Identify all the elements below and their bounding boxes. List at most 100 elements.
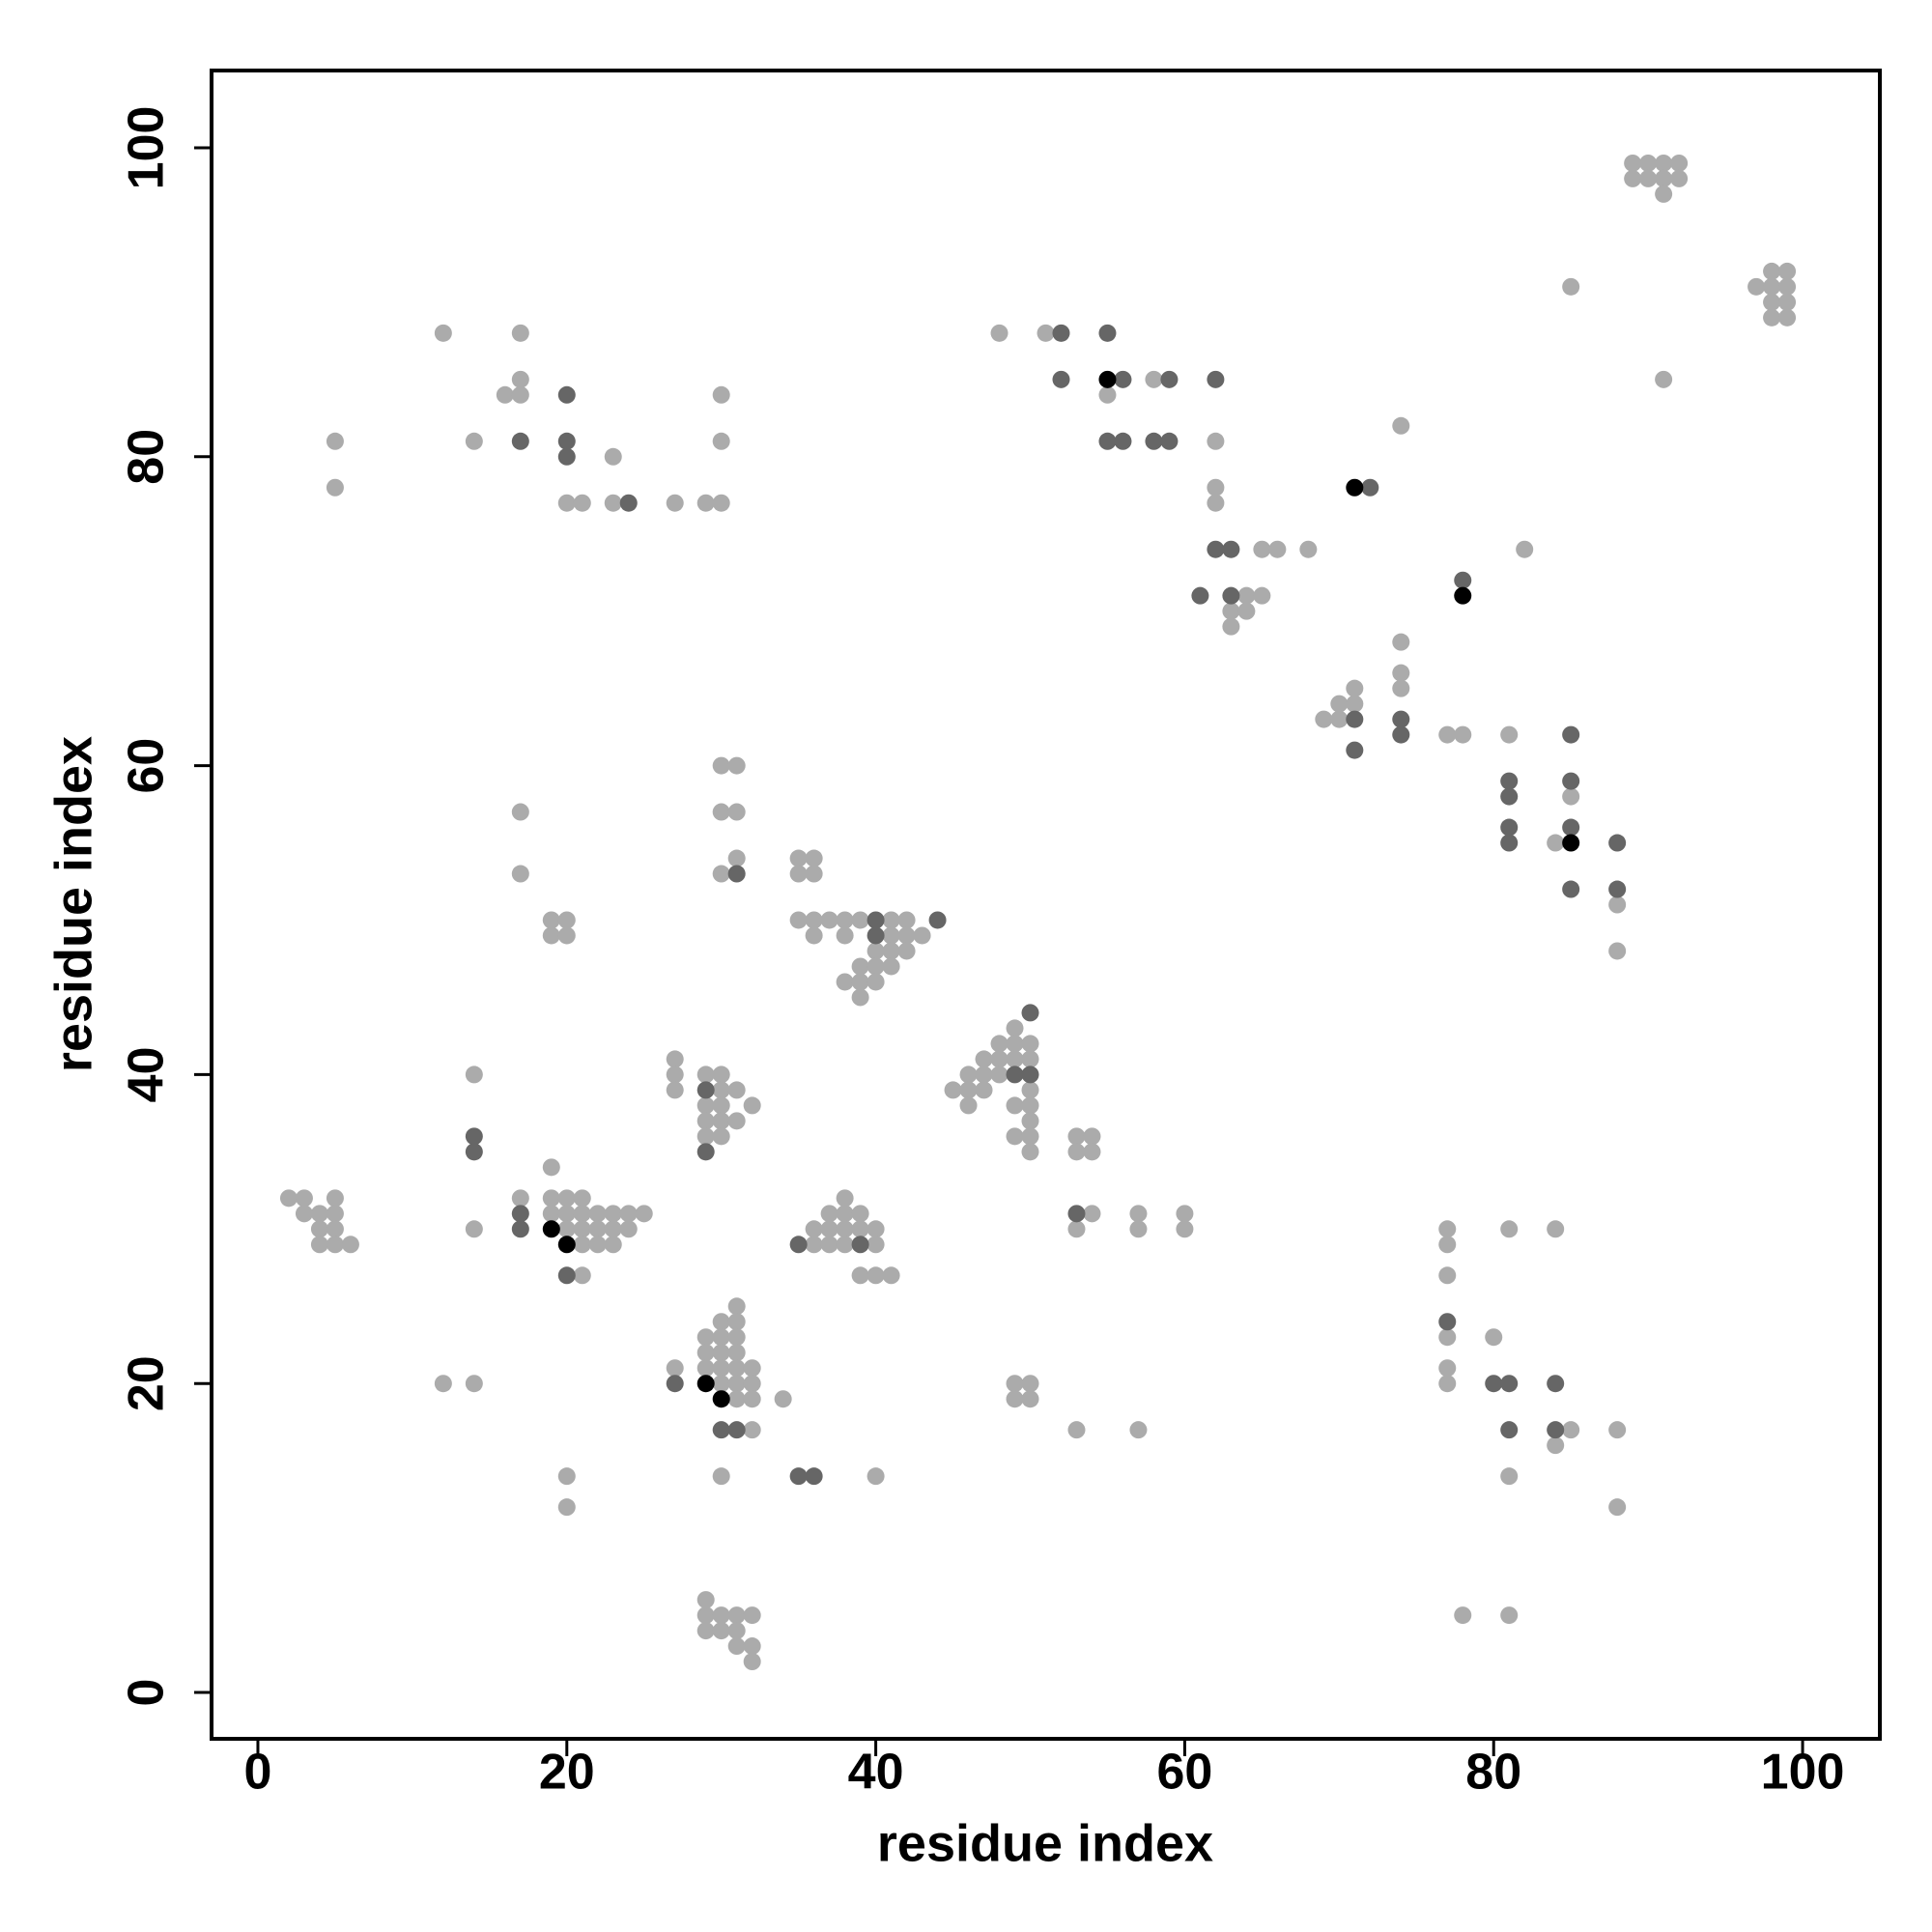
y-axis-title: residue index bbox=[44, 736, 102, 1072]
contact-point bbox=[696, 1096, 715, 1115]
contact-point bbox=[465, 1127, 483, 1146]
contact-point bbox=[1021, 1143, 1039, 1161]
contact-point bbox=[511, 1189, 529, 1208]
contact-point bbox=[1021, 1390, 1039, 1408]
contact-point bbox=[1222, 586, 1240, 605]
contact-point bbox=[712, 1081, 730, 1099]
contact-point bbox=[1624, 169, 1642, 187]
contact-point bbox=[897, 942, 916, 960]
contact-point bbox=[1639, 169, 1658, 187]
contact-point bbox=[1778, 262, 1797, 280]
contact-point bbox=[1438, 1359, 1457, 1378]
contact-point bbox=[882, 926, 900, 945]
contact-point bbox=[1083, 1205, 1101, 1223]
contact-point bbox=[1021, 1127, 1039, 1146]
contact-point bbox=[1098, 385, 1117, 404]
contact-point bbox=[696, 1591, 715, 1609]
y-tick-label: 20 bbox=[119, 1355, 175, 1411]
contact-point bbox=[1067, 1220, 1086, 1238]
contact-point bbox=[279, 1189, 298, 1208]
contact-point bbox=[1639, 154, 1658, 172]
contact-point bbox=[696, 1081, 715, 1099]
contact-point bbox=[1747, 277, 1766, 296]
contact-point bbox=[557, 385, 576, 404]
contact-point bbox=[851, 1266, 869, 1285]
contact-point bbox=[326, 478, 344, 497]
contact-point bbox=[326, 1189, 344, 1208]
contact-point bbox=[975, 1065, 993, 1084]
contact-point bbox=[1346, 741, 1364, 759]
contact-point bbox=[727, 1359, 746, 1378]
contact-point bbox=[557, 1236, 576, 1254]
contact-point bbox=[666, 494, 684, 512]
contact-point bbox=[696, 1375, 715, 1393]
contact-point bbox=[1608, 1421, 1627, 1439]
contact-point bbox=[712, 1313, 730, 1331]
y-tick-label: 60 bbox=[119, 738, 175, 794]
contact-point bbox=[867, 911, 885, 929]
contact-point bbox=[1608, 942, 1627, 960]
contact-point bbox=[1114, 370, 1132, 388]
contact-point bbox=[1037, 324, 1055, 342]
contact-point bbox=[1562, 277, 1580, 296]
contact-point bbox=[696, 1622, 715, 1640]
contact-point bbox=[573, 1236, 591, 1254]
contact-point bbox=[1207, 478, 1225, 497]
contact-point bbox=[1222, 617, 1240, 636]
contact-point bbox=[805, 1236, 823, 1254]
contact-point bbox=[326, 1205, 344, 1223]
contact-point bbox=[1052, 324, 1070, 342]
contact-point bbox=[975, 1081, 993, 1099]
contact-point bbox=[867, 1236, 885, 1254]
contact-point bbox=[326, 1236, 344, 1254]
contact-point bbox=[712, 1359, 730, 1378]
contact-point bbox=[1021, 1004, 1039, 1022]
contact-point bbox=[1114, 432, 1132, 450]
contact-point bbox=[1500, 818, 1519, 837]
contact-point bbox=[727, 1081, 746, 1099]
contact-point bbox=[1438, 1313, 1457, 1331]
contact-point bbox=[1129, 1205, 1148, 1223]
contact-point bbox=[1222, 602, 1240, 620]
contact-point bbox=[310, 1236, 328, 1254]
contact-point bbox=[1160, 432, 1179, 450]
contact-point bbox=[1454, 571, 1472, 589]
contact-point bbox=[1778, 293, 1797, 311]
contact-point bbox=[1438, 1375, 1457, 1393]
contact-point bbox=[1006, 1050, 1024, 1068]
contact-point bbox=[1763, 308, 1781, 327]
contact-point bbox=[1083, 1127, 1101, 1146]
contact-point bbox=[1655, 370, 1673, 388]
contact-point bbox=[1207, 494, 1225, 512]
contact-point bbox=[743, 1390, 761, 1408]
contact-point bbox=[557, 1266, 576, 1285]
contact-point bbox=[1253, 540, 1271, 558]
contact-point bbox=[1500, 772, 1519, 790]
contact-point bbox=[1500, 1220, 1519, 1238]
contact-point bbox=[1392, 710, 1410, 728]
contact-point bbox=[836, 911, 854, 929]
contact-point bbox=[295, 1189, 313, 1208]
contact-point bbox=[1485, 1328, 1503, 1347]
contact-point bbox=[635, 1205, 653, 1223]
contact-point bbox=[712, 1112, 730, 1130]
contact-point bbox=[712, 1127, 730, 1146]
contact-point bbox=[588, 1220, 607, 1238]
contact-point bbox=[511, 1220, 529, 1238]
contact-point bbox=[1562, 880, 1580, 898]
contact-point bbox=[1562, 787, 1580, 806]
contact-point bbox=[666, 1375, 684, 1393]
contact-point bbox=[851, 1220, 869, 1238]
contact-point bbox=[1500, 1421, 1519, 1439]
contact-point bbox=[1392, 664, 1410, 682]
contact-point bbox=[588, 1236, 607, 1254]
contact-point bbox=[1438, 725, 1457, 744]
contact-point bbox=[805, 926, 823, 945]
contact-point bbox=[1438, 1266, 1457, 1285]
contact-point bbox=[619, 1220, 638, 1238]
contact-point bbox=[1067, 1127, 1086, 1146]
contact-point bbox=[1145, 432, 1163, 450]
contact-point bbox=[727, 1112, 746, 1130]
contact-point bbox=[1454, 586, 1472, 605]
contact-point bbox=[666, 1359, 684, 1378]
